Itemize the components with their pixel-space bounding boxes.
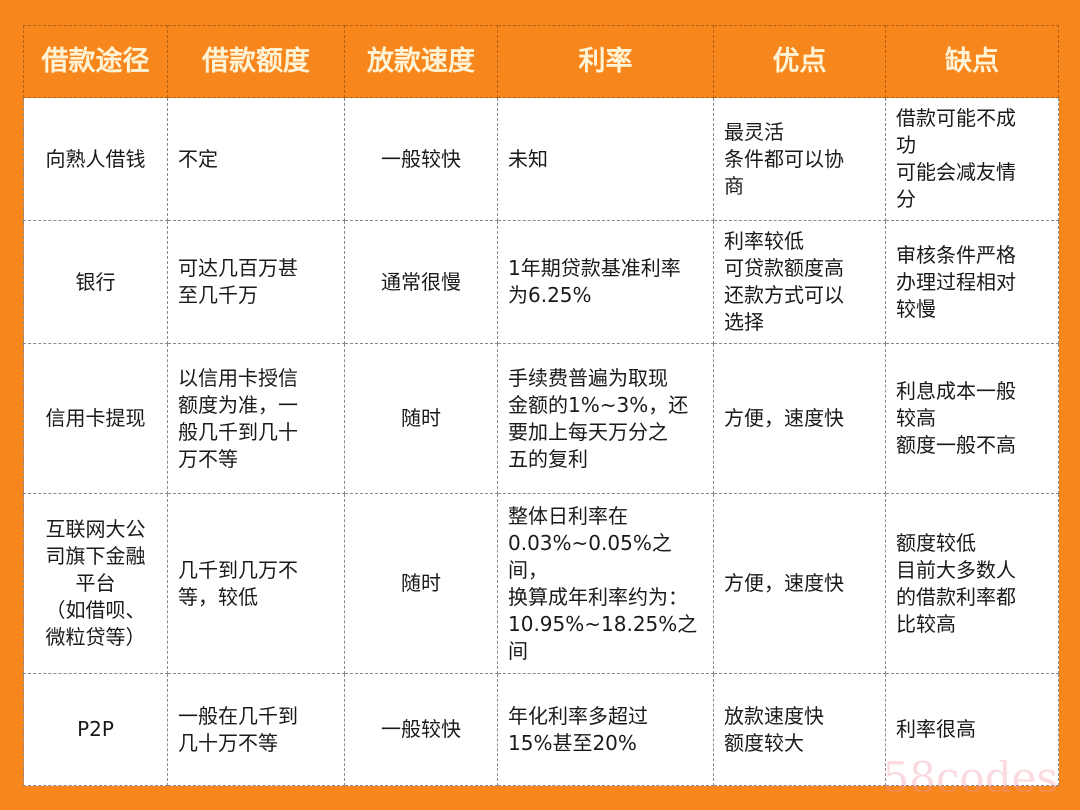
cell-speed: 通常很慢 xyxy=(344,220,498,344)
header-row: 借款途径 借款额度 放款速度 利率 优点 缺点 xyxy=(23,25,1059,98)
cell-amount: 以信用卡授信 额度为准，一 般几千到几十 万不等 xyxy=(167,343,345,494)
table-row: 向熟人借钱 不定 一般较快 未知 最灵活 条件都可以协 商 借款可能不成 功 可… xyxy=(23,97,1059,221)
cell-channel: 互联网大公 司旗下金融 平台 （如借呗、 微粒贷等） xyxy=(23,493,168,674)
cell-rate: 未知 xyxy=(497,97,714,221)
cell-amount: 可达几百万甚 至几千万 xyxy=(167,220,345,344)
header-rate: 利率 xyxy=(497,25,714,98)
cell-amount: 不定 xyxy=(167,97,345,221)
cell-rate: 整体日利率在 0.03%~0.05%之间， 换算成年利率约为： 10.95%~1… xyxy=(497,493,714,674)
cell-pros: 方便，速度快 xyxy=(713,343,886,494)
loan-comparison-table: 借款途径 借款额度 放款速度 利率 优点 缺点 向熟人借钱 不定 一般较快 未知… xyxy=(23,25,1059,786)
cell-rate: 手续费普遍为取现 金额的1%~3%，还 要加上每天万分之 五的复利 xyxy=(497,343,714,494)
table-row: 互联网大公 司旗下金融 平台 （如借呗、 微粒贷等） 几千到几万不 等，较低 随… xyxy=(23,493,1059,674)
watermark: 58codes xyxy=(882,753,1058,802)
header-amount: 借款额度 xyxy=(167,25,345,98)
cell-pros: 方便，速度快 xyxy=(713,493,886,674)
cell-speed: 随时 xyxy=(344,493,498,674)
table-row: 信用卡提现 以信用卡授信 额度为准，一 般几千到几十 万不等 随时 手续费普遍为… xyxy=(23,343,1059,494)
cell-cons: 额度较低 目前大多数人 的借款利率都 比较高 xyxy=(885,493,1059,674)
cell-channel: 信用卡提现 xyxy=(23,343,168,494)
header-channel: 借款途径 xyxy=(23,25,168,98)
table-row: 银行 可达几百万甚 至几千万 通常很慢 1年期贷款基准利率 为6.25% 利率较… xyxy=(23,220,1059,344)
cell-rate: 1年期贷款基准利率 为6.25% xyxy=(497,220,714,344)
cell-channel: 向熟人借钱 xyxy=(23,97,168,221)
cell-pros: 最灵活 条件都可以协 商 xyxy=(713,97,886,221)
cell-amount: 几千到几万不 等，较低 xyxy=(167,493,345,674)
cell-speed: 随时 xyxy=(344,343,498,494)
cell-speed: 一般较快 xyxy=(344,673,498,786)
cell-channel: P2P xyxy=(23,673,168,786)
cell-amount: 一般在几千到 几十万不等 xyxy=(167,673,345,786)
header-speed: 放款速度 xyxy=(344,25,498,98)
cell-pros: 利率较低 可贷款额度高 还款方式可以 选择 xyxy=(713,220,886,344)
cell-pros: 放款速度快 额度较大 xyxy=(713,673,886,786)
cell-cons: 借款可能不成 功 可能会减友情 分 xyxy=(885,97,1059,221)
cell-cons: 利率很高 xyxy=(885,673,1059,786)
header-cons: 缺点 xyxy=(885,25,1059,98)
table-row: P2P 一般在几千到 几十万不等 一般较快 年化利率多超过 15%甚至20% 放… xyxy=(23,673,1059,786)
cell-cons: 审核条件严格 办理过程相对 较慢 xyxy=(885,220,1059,344)
cell-channel: 银行 xyxy=(23,220,168,344)
header-pros: 优点 xyxy=(713,25,886,98)
cell-rate: 年化利率多超过 15%甚至20% xyxy=(497,673,714,786)
cell-cons: 利息成本一般 较高 额度一般不高 xyxy=(885,343,1059,494)
cell-speed: 一般较快 xyxy=(344,97,498,221)
